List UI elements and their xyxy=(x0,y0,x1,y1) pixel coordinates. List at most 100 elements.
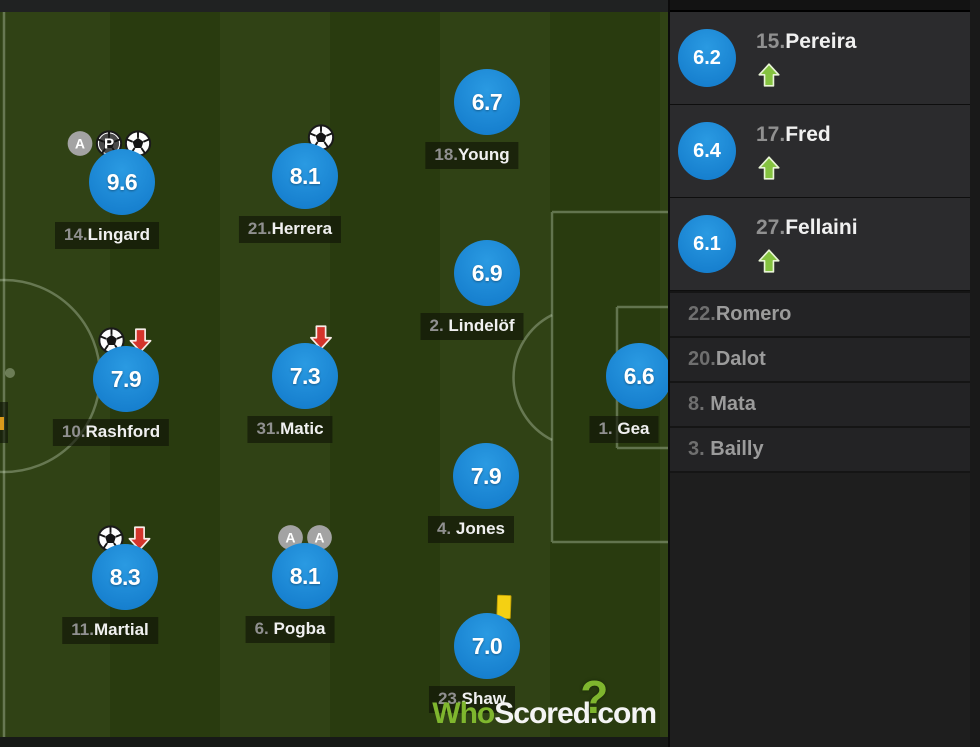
player-rating: 7.0 xyxy=(471,632,503,659)
player-label[interactable]: 1. Gea xyxy=(589,416,659,443)
player-name: Young xyxy=(458,145,510,164)
unused-sub-row[interactable]: 20.Dalot xyxy=(670,336,980,381)
player-name-label: 18.Young xyxy=(434,145,509,164)
assist-icon xyxy=(67,130,94,157)
player-label[interactable]: 6. Pogba xyxy=(245,616,335,643)
shirt-number: 23. xyxy=(437,689,462,708)
football-pitch: 9.6 14.Lingard 8.1 21.Herrera 6.7 18.Young 6.9… xyxy=(0,12,668,737)
player-name: Martial xyxy=(93,620,149,639)
player-name-label: 11.Martial xyxy=(71,620,149,639)
player-rating: 8.1 xyxy=(289,162,321,189)
sub-on-icon xyxy=(756,155,782,181)
player-name-label: 8. Mata xyxy=(670,393,756,416)
player-rating-bubble[interactable]: 6.6 xyxy=(606,343,668,409)
player-name: Bailly xyxy=(710,438,764,460)
shirt-number: 14. xyxy=(64,225,88,244)
shirt-number: 3. xyxy=(688,438,711,460)
scrollbar-track[interactable] xyxy=(970,0,980,747)
player-name-label: 6. Pogba xyxy=(255,619,326,638)
player-name: Dalot xyxy=(715,348,766,370)
player-name: Pereira xyxy=(785,30,857,53)
player-name-label: 20.Dalot xyxy=(670,348,766,371)
shirt-number: 18. xyxy=(434,145,459,164)
player-rating-bubble[interactable]: 8.1 xyxy=(272,543,338,609)
player-name: Lindelöf xyxy=(448,316,515,335)
whoscored-logo: WhoScored.com ? xyxy=(432,671,657,731)
subs-on-list: 6.2 15.Pereira 6.4 17.Fred 6.1 27.Fellaini xyxy=(670,12,980,291)
player-label[interactable]: 14.Lingard xyxy=(55,222,159,249)
shirt-number: 20. xyxy=(688,348,716,370)
player-name: Mata xyxy=(710,393,756,415)
player-rating: 8.1 xyxy=(289,562,321,589)
player-label[interactable]: 18.Young xyxy=(425,142,519,169)
player-name-label: 15.Pereira xyxy=(756,30,856,54)
player-rating-bubble[interactable]: 7.9 xyxy=(453,443,519,509)
player-name-label: 27.Fellaini xyxy=(756,216,858,240)
player-rating-bubble[interactable]: 9.6 xyxy=(89,149,155,215)
shirt-number: 21. xyxy=(247,219,272,238)
player-name: Gea xyxy=(617,419,650,438)
player-label[interactable]: 21.Herrera xyxy=(238,216,342,243)
shirt-number: 17. xyxy=(756,123,786,146)
sub-on-indicator xyxy=(756,248,782,274)
player-name: Herrera xyxy=(271,219,333,238)
unused-sub-row[interactable]: 8. Mata xyxy=(670,381,980,426)
shirt-number: 31. xyxy=(256,419,281,438)
substitute-row[interactable]: 6.2 15.Pereira xyxy=(670,12,980,105)
player-label[interactable]: 31.Matic xyxy=(247,416,333,443)
shirt-number: 11. xyxy=(71,620,94,639)
substitutes-panel: 6.2 15.Pereira 6.4 17.Fred 6.1 27.Fellaini 22… xyxy=(668,0,980,747)
shirt-number: 2. xyxy=(429,316,449,335)
player-label[interactable]: 23.Shaw xyxy=(428,686,516,713)
player-name: Fred xyxy=(785,123,831,146)
player-rating-bubble[interactable]: 6.7 xyxy=(454,69,520,135)
player-name-label: 10.Rashford xyxy=(62,422,160,441)
player-name-label: 3. Bailly xyxy=(670,438,764,461)
shirt-number: 8. xyxy=(688,393,711,415)
unused-sub-row[interactable]: 22.Romero xyxy=(670,291,980,336)
player-name-label: 14.Lingard xyxy=(64,225,150,244)
player-name-label: 4. Jones xyxy=(437,519,505,538)
player-name: Shaw xyxy=(461,689,507,708)
sub-rating-bubble: 6.4 xyxy=(678,122,736,180)
player-name: Fellaini xyxy=(785,216,858,239)
logo-domain: .com xyxy=(589,697,657,730)
logo-question-mark: ? xyxy=(580,671,609,723)
player-rating-bubble[interactable]: 7.0 xyxy=(454,613,520,679)
sub-rating-bubble: 6.1 xyxy=(678,215,736,273)
substitute-row[interactable]: 6.4 17.Fred xyxy=(670,105,980,198)
player-label[interactable]: 4. Jones xyxy=(427,516,515,543)
clipped-card-icon xyxy=(0,417,4,430)
sidebar-header-strip xyxy=(670,0,980,12)
player-name-label: 23.Shaw xyxy=(438,689,506,708)
player-name-label: 1. Gea xyxy=(598,419,649,438)
player-rating-bubble[interactable]: 8.1 xyxy=(272,143,338,209)
shirt-number: 10. xyxy=(61,422,86,441)
player-name-label: 21.Herrera xyxy=(248,219,332,238)
player-name: Pogba xyxy=(273,619,326,638)
player-rating: 9.6 xyxy=(106,168,138,195)
player-rating: 6.9 xyxy=(471,259,503,286)
sub-on-indicator xyxy=(756,62,782,88)
player-rating-bubble[interactable]: 8.3 xyxy=(92,544,158,610)
logo-scored: Scored xyxy=(494,697,591,730)
shirt-number: 22. xyxy=(688,303,716,325)
player-rating: 8.3 xyxy=(109,563,141,590)
player-label[interactable]: 10.Rashford xyxy=(52,419,170,446)
player-name-label: 22.Romero xyxy=(670,303,791,326)
player-rating-bubble[interactable]: 7.3 xyxy=(272,343,338,409)
clipped-player-label xyxy=(0,402,8,443)
player-rating-bubble[interactable]: 6.9 xyxy=(454,240,520,306)
player-label[interactable]: 11.Martial xyxy=(62,617,158,644)
player-rating: 7.9 xyxy=(110,365,142,392)
player-rating-bubble[interactable]: 7.9 xyxy=(93,346,159,412)
player-label[interactable]: 2. Lindelöf xyxy=(420,313,524,340)
substitute-row[interactable]: 6.1 27.Fellaini xyxy=(670,198,980,291)
shirt-number: 6. xyxy=(254,619,274,638)
sub-on-icon xyxy=(756,248,782,274)
unused-sub-row[interactable]: 3. Bailly xyxy=(670,426,980,471)
player-rating: 7.9 xyxy=(470,462,502,489)
sub-on-icon xyxy=(756,62,782,88)
sub-rating-bubble: 6.2 xyxy=(678,29,736,87)
